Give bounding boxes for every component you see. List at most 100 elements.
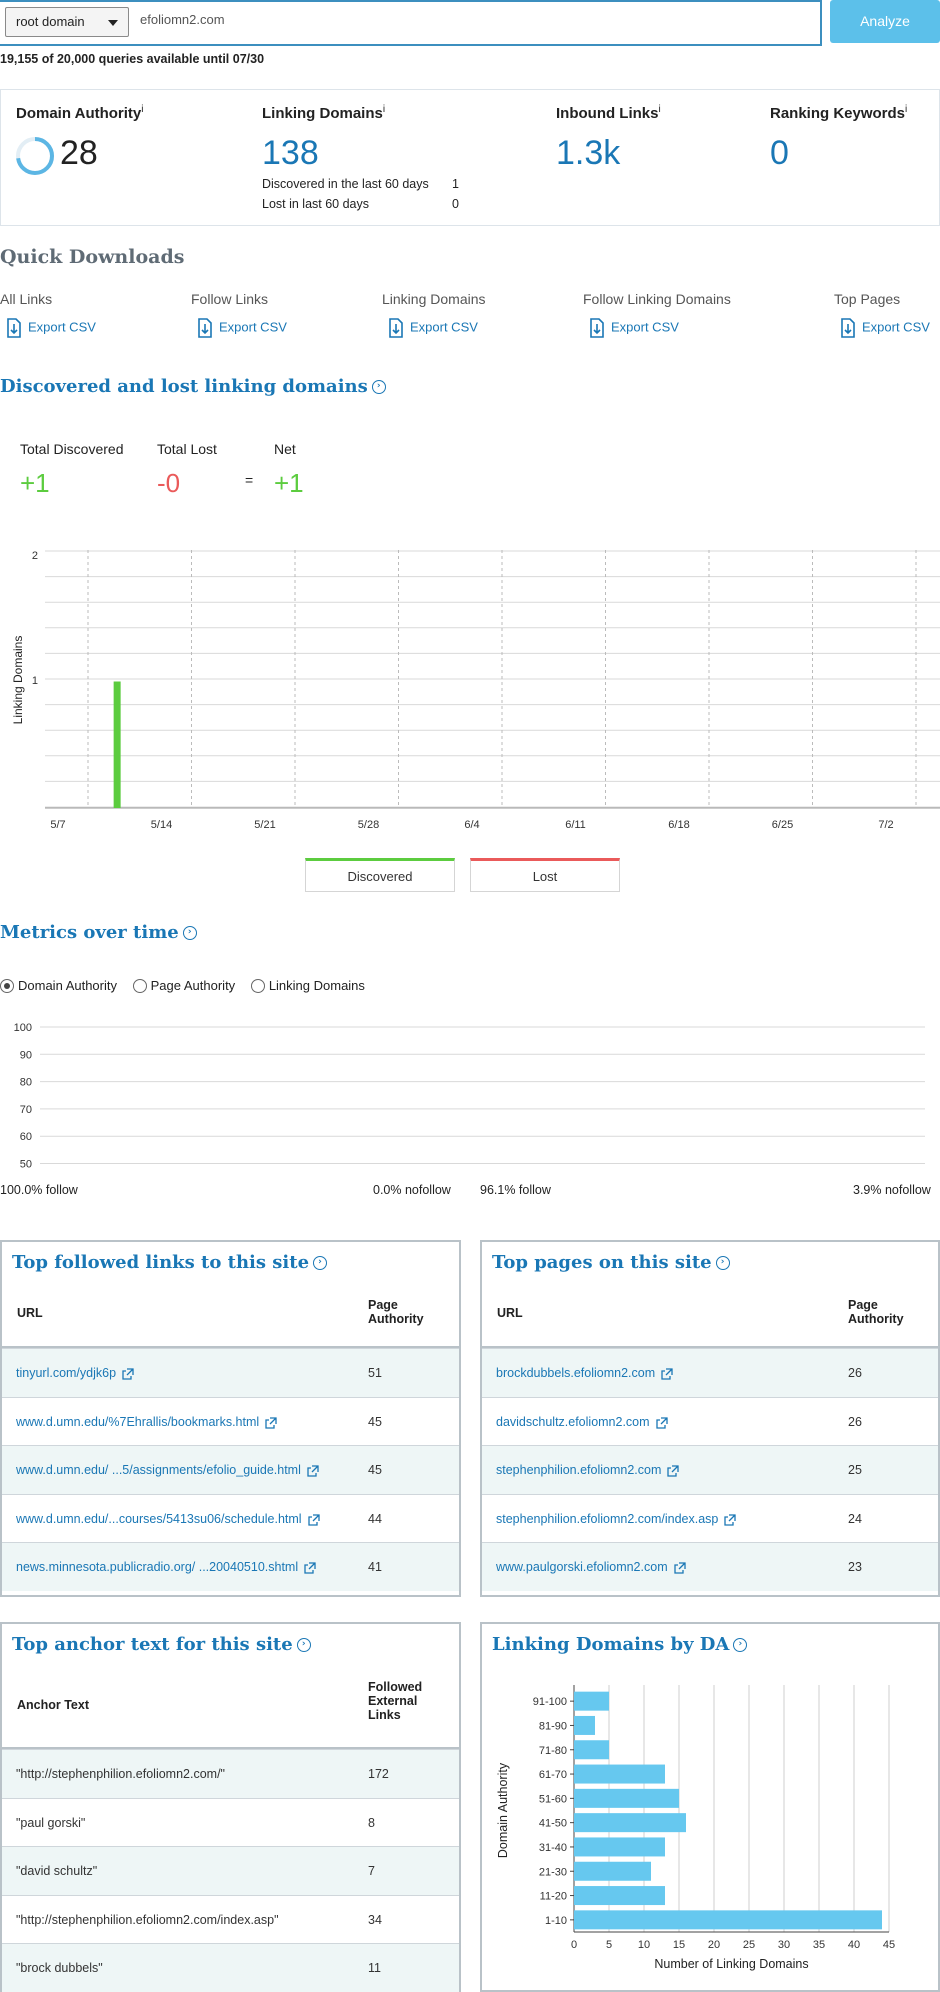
top-anchor-text-title: Top anchor text for this site › bbox=[12, 1634, 311, 1655]
page-url[interactable]: davidschultz.efoliomn2.com bbox=[496, 1415, 668, 1429]
y-tick-label: 51-60 bbox=[539, 1793, 567, 1805]
qd-follow-linking-domains-export[interactable]: Export CSV bbox=[589, 318, 679, 338]
radio-linking-domains[interactable]: Linking Domains bbox=[250, 977, 365, 993]
page-url[interactable]: stephenphilion.efoliomn2.com/index.asp bbox=[496, 1512, 737, 1526]
da-ring-gauge bbox=[16, 137, 54, 175]
quota-text: 19,155 of 20,000 queries available until… bbox=[0, 52, 265, 66]
radio-icon[interactable] bbox=[250, 978, 265, 993]
qd-all-links-export[interactable]: Export CSV bbox=[6, 318, 96, 338]
ranking-keywords-label: Ranking Keywordsi bbox=[770, 104, 908, 122]
page-authority-value: 45 bbox=[368, 1415, 382, 1429]
table-row: tinyurl.com/ydjk6p 51 bbox=[2, 1348, 459, 1397]
chevron-right-icon[interactable]: › bbox=[371, 380, 386, 394]
table-row: www.paulgorski.efoliomn2.com 23 bbox=[482, 1542, 938, 1591]
x-tick-label: 45 bbox=[883, 1939, 895, 1951]
link-url[interactable]: www.d.umn.edu/ ...5/assignments/efolio_g… bbox=[16, 1463, 319, 1477]
bar bbox=[574, 1740, 609, 1760]
table-row: davidschultz.efoliomn2.com 26 bbox=[482, 1397, 938, 1446]
page-url[interactable]: brockdubbels.efoliomn2.com bbox=[496, 1366, 673, 1380]
lost-60-value[interactable]: 0 bbox=[452, 197, 459, 211]
page-authority-value: 23 bbox=[848, 1560, 862, 1574]
table-row: "http://stephenphilion.efoliomn2.com/ind… bbox=[2, 1895, 459, 1944]
x-tick-label: 6/25 bbox=[772, 819, 793, 830]
x-axis-title: Number of Linking Domains bbox=[654, 1957, 808, 1971]
table-row: brockdubbels.efoliomn2.com 26 bbox=[482, 1348, 938, 1397]
qd-linking-domains-export[interactable]: Export CSV bbox=[388, 318, 478, 338]
download-doc-icon bbox=[590, 318, 604, 338]
radio-icon[interactable] bbox=[0, 978, 14, 993]
info-icon[interactable]: i bbox=[658, 104, 661, 115]
page-url[interactable]: www.paulgorski.efoliomn2.com bbox=[496, 1560, 686, 1574]
qd-top-pages-export[interactable]: Export CSV bbox=[840, 318, 930, 338]
x-tick-label: 7/2 bbox=[878, 819, 893, 830]
external-link-icon[interactable] bbox=[655, 1417, 668, 1429]
col-page-authority: Page Authority bbox=[368, 1298, 424, 1326]
col-url: URL bbox=[497, 1306, 523, 1320]
qd-all-links-label: All Links bbox=[0, 291, 53, 307]
x-tick-label: 5/28 bbox=[358, 819, 379, 830]
external-link-icon[interactable] bbox=[265, 1417, 277, 1429]
chevron-right-icon[interactable]: › bbox=[733, 1638, 748, 1652]
domain-authority-value: 28 bbox=[60, 134, 98, 172]
link-url[interactable]: www.d.umn.edu/%7Ehrallis/bookmarks.html bbox=[16, 1415, 277, 1429]
info-icon[interactable]: i bbox=[905, 104, 908, 115]
x-tick-label: 0 bbox=[571, 1939, 577, 1951]
anchor-text: "brock dubbels" bbox=[16, 1961, 103, 1975]
y-tick-label: 50 bbox=[20, 1159, 32, 1171]
discovered-60-value[interactable]: 1 bbox=[452, 177, 459, 191]
table-row: www.d.umn.edu/%7Ehrallis/bookmarks.html … bbox=[2, 1397, 459, 1446]
equals-sign: = bbox=[245, 472, 254, 488]
qd-follow-links-label: Follow Links bbox=[191, 291, 269, 307]
metrics-over-time-title: Metrics over time › bbox=[0, 922, 197, 943]
link-url[interactable]: tinyurl.com/ydjk6p bbox=[16, 1366, 134, 1380]
legend-lost[interactable]: Lost bbox=[470, 858, 620, 892]
links-count: 34 bbox=[368, 1913, 382, 1927]
top-followed-links-panel: Top followed links to this site › URL Pag… bbox=[0, 1240, 461, 1597]
external-link-icon[interactable] bbox=[122, 1368, 134, 1380]
chevron-right-icon[interactable]: › bbox=[182, 926, 197, 940]
external-link-icon[interactable] bbox=[724, 1514, 737, 1526]
analyze-button[interactable]: Analyze bbox=[830, 0, 940, 43]
table-row: www.d.umn.edu/ ...5/assignments/efolio_g… bbox=[2, 1445, 459, 1494]
external-link-icon[interactable] bbox=[307, 1465, 319, 1477]
anchor-text: "http://stephenphilion.efoliomn2.com/" bbox=[16, 1767, 225, 1781]
metric-radio-group: Domain Authority Page Authority Linking … bbox=[0, 977, 365, 993]
radio-page-authority[interactable]: Page Authority bbox=[132, 977, 235, 993]
chevron-right-icon[interactable]: › bbox=[715, 1256, 730, 1270]
external-link-icon[interactable] bbox=[307, 1514, 320, 1526]
info-icon[interactable]: i bbox=[382, 104, 386, 115]
y-tick-label: 60 bbox=[20, 1131, 32, 1143]
bar bbox=[574, 1861, 651, 1881]
scope-select[interactable]: root domain bbox=[5, 7, 129, 37]
page-url[interactable]: stephenphilion.efoliomn2.com bbox=[496, 1463, 680, 1477]
domain-input[interactable]: efoliomn2.com bbox=[140, 12, 225, 27]
external-link-icon[interactable] bbox=[304, 1562, 316, 1574]
link-url[interactable]: news.minnesota.publicradio.org/ ...20040… bbox=[16, 1560, 316, 1574]
x-tick-label: 6/18 bbox=[668, 819, 689, 830]
inbound-links-value[interactable]: 1.3k bbox=[556, 134, 621, 172]
chevron-right-icon[interactable]: › bbox=[313, 1256, 328, 1270]
y-tick-label: 61-70 bbox=[539, 1769, 567, 1781]
external-link-icon[interactable] bbox=[667, 1465, 680, 1477]
qd-follow-links-export[interactable]: Export CSV bbox=[197, 318, 287, 338]
radio-domain-authority[interactable]: Domain Authority bbox=[0, 977, 117, 993]
top-followed-links-title: Top followed links to this site › bbox=[12, 1252, 328, 1273]
external-link-icon[interactable] bbox=[661, 1368, 673, 1380]
page-authority-value: 51 bbox=[368, 1366, 382, 1380]
ranking-keywords-value[interactable]: 0 bbox=[770, 134, 789, 172]
y-axis-title: Domain Authority bbox=[496, 1762, 510, 1858]
linking-domains-label: Linking Domainsi bbox=[262, 104, 386, 122]
y-axis-title: Linking Domains bbox=[11, 636, 25, 725]
linking-domains-value[interactable]: 138 bbox=[262, 134, 319, 172]
chevron-right-icon[interactable]: › bbox=[296, 1638, 311, 1652]
net-value: +1 bbox=[274, 468, 304, 498]
info-icon[interactable]: i bbox=[141, 104, 144, 115]
chevron-down-icon bbox=[108, 20, 118, 26]
link-url[interactable]: www.d.umn.edu/...courses/5413su06/schedu… bbox=[16, 1512, 320, 1526]
radio-icon[interactable] bbox=[132, 978, 147, 993]
external-link-icon[interactable] bbox=[673, 1562, 686, 1574]
y-tick-label: 1-10 bbox=[545, 1915, 567, 1927]
legend-discovered[interactable]: Discovered bbox=[305, 858, 455, 892]
bar bbox=[574, 1813, 686, 1833]
y-tick-label: 21-30 bbox=[539, 1866, 567, 1878]
